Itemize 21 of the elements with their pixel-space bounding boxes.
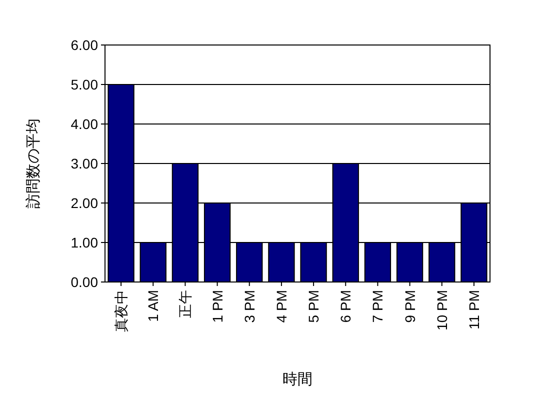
x-tick-label: 1 PM: [209, 290, 226, 323]
y-tick-label: 2.00: [70, 195, 98, 211]
y-tick-label: 4.00: [70, 116, 98, 132]
y-tick-label: 6.00: [70, 37, 98, 53]
x-tick-label: 1 AM: [145, 290, 162, 322]
x-tick-label: 9 PM: [402, 290, 418, 323]
x-tick-label: 4 PM: [273, 290, 290, 323]
x-tick-label: 5 PM: [306, 290, 322, 323]
y-tick-label: 1.00: [70, 234, 98, 250]
x-tick-label: 10 PM: [434, 290, 450, 330]
x-tick-label: 正午: [177, 290, 194, 318]
y-tick-label: 5.00: [70, 76, 98, 92]
x-tick-label: 7 PM: [370, 290, 386, 323]
x-tick-label: 6 PM: [338, 290, 354, 323]
x-tick-label: 11 PM: [466, 290, 482, 330]
y-axis-title: 訪問数の平均: [25, 118, 42, 208]
y-tick-label: 0.00: [70, 274, 98, 290]
x-tick-label: 3 PM: [241, 290, 258, 323]
x-tick-label: 真夜中: [113, 290, 130, 332]
y-tick-label: 3.00: [70, 156, 98, 172]
x-axis-title: 時間: [282, 371, 312, 388]
